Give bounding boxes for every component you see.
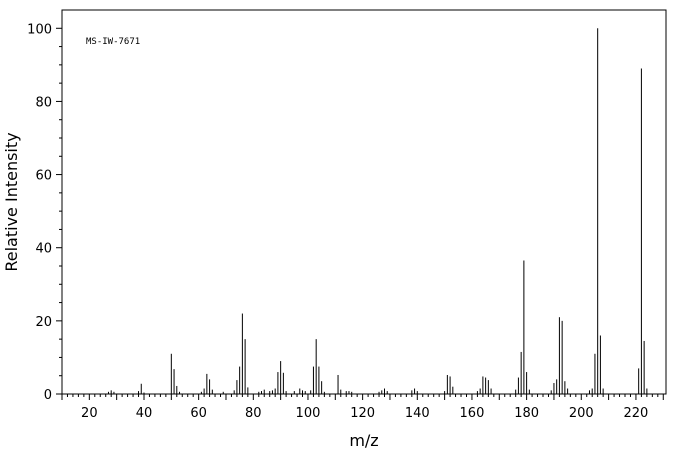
x-tick-label: 100: [296, 406, 321, 421]
x-tick-label: 140: [405, 406, 430, 421]
y-tick-label: 60: [35, 169, 52, 184]
y-tick-label: 80: [35, 95, 52, 110]
x-tick-label: 40: [136, 406, 153, 421]
x-tick-label: 180: [514, 406, 539, 421]
plot-frame: [61, 9, 667, 395]
x-tick-label: 20: [81, 406, 98, 421]
y-tick-label: 0: [44, 388, 52, 403]
peaks-layer: [107, 28, 648, 394]
x-tick-label: 200: [569, 406, 594, 421]
x-tick-label: 60: [190, 406, 207, 421]
y-axis-label: Relative Intensity: [2, 132, 21, 271]
x-tick-label: 160: [460, 406, 485, 421]
x-tick-label: 80: [245, 406, 262, 421]
x-axis-label: m/z: [349, 431, 378, 450]
y-tick-label: 20: [35, 315, 52, 330]
spectrum-id-annotation: MS-IW-7671: [86, 37, 140, 47]
y-tick-label: 100: [27, 22, 52, 37]
x-tick-label: 120: [350, 406, 375, 421]
y-axis-ticks: 0 20 40 60 80 100: [27, 22, 62, 403]
y-tick-label: 40: [35, 242, 52, 257]
x-axis-ticks: 20 40 60 80 100 120 140 160 180 200 220: [61, 394, 664, 421]
x-tick-label: 220: [624, 406, 649, 421]
